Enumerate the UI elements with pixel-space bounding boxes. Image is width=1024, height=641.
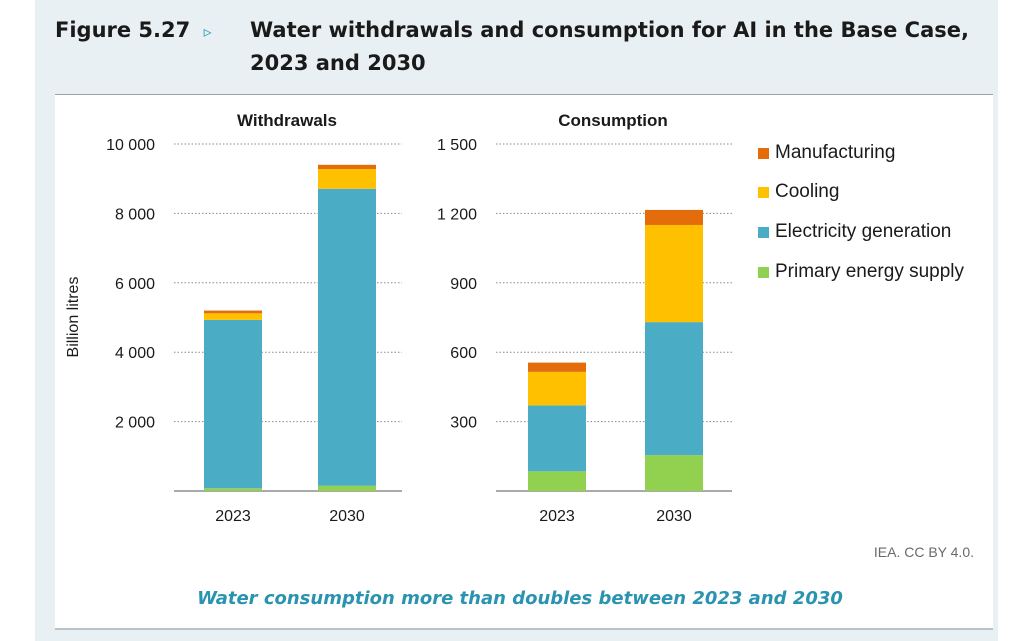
bar-segment <box>528 371 586 406</box>
x-tick-label: 2023 <box>539 508 575 525</box>
legend-label: Electricity generation <box>775 221 952 242</box>
figure-title: Figure 5.27 ▹ Water withdrawals and cons… <box>55 14 995 75</box>
x-tick-label: 2023 <box>215 508 251 525</box>
y-tick-label: 300 <box>450 415 477 432</box>
x-tick-label: 2030 <box>656 508 692 525</box>
bar-segment <box>528 405 586 472</box>
legend-item-electricity-generation: Electricity generation <box>758 221 951 243</box>
credit-text: IEA. CC BY 4.0. <box>873 544 974 560</box>
bar-segment <box>318 168 376 189</box>
bar-segment <box>318 485 376 491</box>
legend-label: Cooling <box>775 181 840 202</box>
bar-segment <box>645 455 703 491</box>
bar-segment <box>645 322 703 456</box>
legend-swatch-cooling <box>758 186 769 198</box>
bar-segment <box>204 319 262 489</box>
y-tick-label: 8 000 <box>115 206 155 223</box>
bar-segment <box>318 188 376 486</box>
y-tick-label: 600 <box>450 345 477 362</box>
y-tick-label: 6 000 <box>115 276 155 293</box>
y-tick-label: 4 000 <box>115 345 155 362</box>
figure-number: Figure 5.27 <box>55 18 191 42</box>
figure-subtitle: Water consumption more than doubles betw… <box>197 588 843 609</box>
bar-segment <box>204 313 262 320</box>
bar-segment <box>528 471 586 491</box>
panel-title-1: Consumption <box>558 111 668 130</box>
y-tick-label: 2 000 <box>115 415 155 432</box>
bar-segment <box>645 224 703 323</box>
legend-item-primary-energy-supply: Primary energy supply <box>758 261 964 283</box>
y-axis-label: Billion litres <box>65 277 82 358</box>
bar-segment <box>318 164 376 169</box>
triangle-arrow-icon: ▹ <box>203 22 212 41</box>
legend-item-manufacturing: Manufacturing <box>758 142 895 164</box>
y-tick-label: 1 500 <box>437 137 477 154</box>
y-tick-label: 10 000 <box>106 137 155 154</box>
bottom-divider <box>55 628 993 630</box>
panel-title-0: Withdrawals <box>237 111 337 130</box>
y-tick-label: 1 200 <box>437 206 477 223</box>
title-divider <box>55 94 993 95</box>
legend-label: Primary energy supply <box>775 261 965 282</box>
legend-swatch-primary-energy-supply <box>758 266 769 278</box>
bar-segment <box>204 310 262 314</box>
figure-title-line-2: 2023 and 2030 <box>250 51 426 75</box>
legend-swatch-electricity-generation <box>758 226 769 238</box>
legend-swatch-manufacturing <box>758 147 769 159</box>
figure-title-line-1: Water withdrawals and consumption for AI… <box>250 18 969 42</box>
bar-segment <box>528 362 586 372</box>
legend-label: Manufacturing <box>775 142 896 163</box>
legend-item-cooling: Cooling <box>758 181 839 203</box>
bar-segment <box>645 209 703 225</box>
x-tick-label: 2030 <box>329 508 365 525</box>
y-tick-label: 900 <box>450 276 477 293</box>
figure-title-text: Water withdrawals and consumption for AI… <box>250 14 990 80</box>
bar-segment <box>204 488 262 491</box>
